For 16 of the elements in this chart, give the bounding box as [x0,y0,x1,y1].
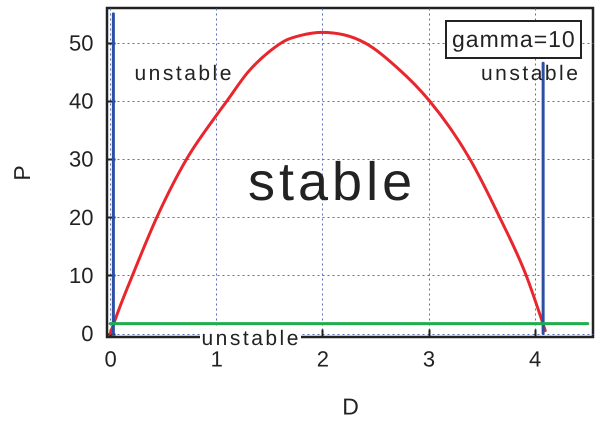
x-tick-label: 2 [316,346,330,372]
x-tick-label: 0 [104,346,117,372]
text-box: gamma=10 [445,20,582,59]
y-tick-label: 50 [69,30,94,56]
x-axis-title: D [342,394,359,420]
y-tick-label: 30 [69,146,94,172]
y-axis-title: P [9,165,36,181]
annotation: stable [248,152,416,212]
annotation: unstable [200,327,301,351]
y-tick-label: 0 [81,321,94,346]
y-tick-label: 10 [69,262,94,288]
x-tick-label: 4 [529,346,542,372]
y-tick-label: 40 [69,88,94,114]
annotation: unstable [134,62,234,84]
y-tick-label: 20 [69,204,94,230]
x-tick-label: 3 [422,346,436,372]
